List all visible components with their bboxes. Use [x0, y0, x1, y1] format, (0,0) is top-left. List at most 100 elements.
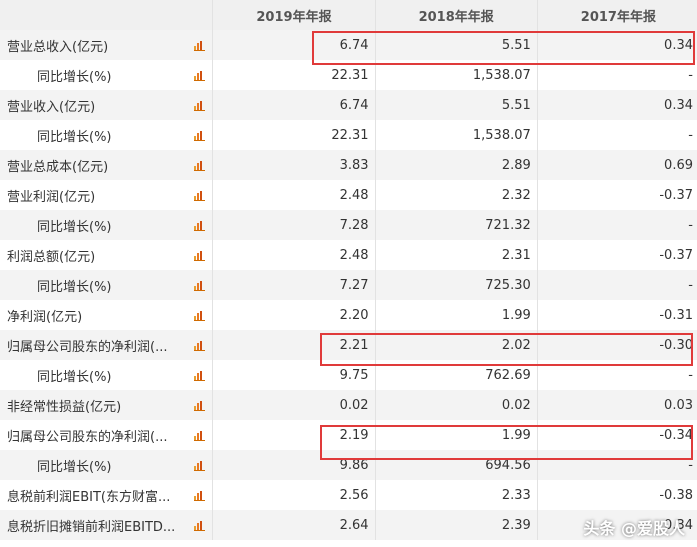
row-label-cell: 息税前利润EBIT(东方财富...: [0, 480, 214, 510]
value-cell: -: [537, 270, 697, 300]
column-header-2019[interactable]: 2019年年报: [212, 0, 376, 30]
value-cell: 0.34: [537, 510, 697, 540]
value-cell: 0.69: [537, 150, 697, 180]
table-row: 利润总额(亿元) 2.48 2.31 -0.37: [0, 240, 697, 270]
value-cell: 22.31: [212, 60, 376, 90]
value-cell: 2.32: [375, 180, 538, 210]
value-cell: 0.34: [537, 30, 697, 60]
value-cell: 1,538.07: [375, 120, 538, 150]
value-cell: -0.31: [537, 300, 697, 330]
value-cell: -0.37: [537, 180, 697, 210]
value-cell: 762.69: [375, 360, 538, 390]
value-cell: 1.99: [375, 300, 538, 330]
value-cell: 0.02: [212, 390, 376, 420]
value-cell: 721.32: [375, 210, 538, 240]
bar-chart-icon[interactable]: [194, 460, 206, 471]
value-cell: 22.31: [212, 120, 376, 150]
value-cell: 1,538.07: [375, 60, 538, 90]
row-label-cell: 同比增长(%): [0, 360, 214, 390]
row-label: 息税折旧摊销前利润EBITD...: [7, 519, 176, 535]
bar-chart-icon[interactable]: [194, 340, 206, 351]
row-label: 利润总额(亿元): [7, 249, 96, 265]
value-cell: 7.28: [212, 210, 376, 240]
row-label: 同比增长(%): [37, 369, 112, 385]
row-label: 营业收入(亿元): [7, 99, 96, 115]
value-cell: 9.86: [212, 450, 376, 480]
value-cell: 7.27: [212, 270, 376, 300]
table-row: 营业总成本(亿元) 3.83 2.89 0.69: [0, 150, 697, 180]
bar-chart-icon[interactable]: [194, 520, 206, 531]
table-row: 净利润(亿元) 2.20 1.99 -0.31: [0, 300, 697, 330]
bar-chart-icon[interactable]: [194, 400, 206, 411]
row-label-cell: 归属母公司股东的净利润(...: [0, 330, 214, 360]
bar-chart-icon[interactable]: [194, 310, 206, 321]
row-label-cell: 营业总收入(亿元): [0, 30, 214, 60]
value-cell: 6.74: [212, 90, 376, 120]
value-cell: -0.38: [537, 480, 697, 510]
table-row: 同比增长(%) 9.86 694.56-: [0, 450, 697, 480]
table-row: 同比增长(%) 22.31 1,538.07-: [0, 60, 697, 90]
row-label-cell: 同比增长(%): [0, 270, 214, 300]
value-cell: -: [537, 60, 697, 90]
value-cell: 725.30: [375, 270, 538, 300]
value-cell: 2.39: [375, 510, 538, 540]
bar-chart-icon[interactable]: [194, 70, 206, 81]
value-cell: 5.51: [375, 30, 538, 60]
row-label-cell: 同比增长(%): [0, 210, 214, 240]
row-label-cell: 同比增长(%): [0, 60, 214, 90]
bar-chart-icon[interactable]: [194, 220, 206, 231]
value-cell: -0.30: [537, 330, 697, 360]
row-label: 营业利润(亿元): [7, 189, 96, 205]
row-label: 营业总收入(亿元): [7, 39, 109, 55]
row-label: 同比增长(%): [37, 459, 112, 475]
value-cell: -: [537, 120, 697, 150]
row-label-cell: 营业收入(亿元): [0, 90, 214, 120]
column-header-2018[interactable]: 2018年年报: [375, 0, 538, 30]
table-row: 同比增长(%) 9.75 762.69-: [0, 360, 697, 390]
value-cell: 0.02: [375, 390, 538, 420]
column-header-2017[interactable]: 2017年年报: [537, 0, 697, 30]
value-cell: 2.19: [212, 420, 376, 450]
row-label-cell: 营业利润(亿元): [0, 180, 214, 210]
row-label: 营业总成本(亿元): [7, 159, 109, 175]
bar-chart-icon[interactable]: [194, 250, 206, 261]
bar-chart-icon[interactable]: [194, 430, 206, 441]
value-cell: 694.56: [375, 450, 538, 480]
table-row: 同比增长(%) 7.27 725.30-: [0, 270, 697, 300]
table-row: 归属母公司股东的净利润(... 2.21 2.02 -0.30: [0, 330, 697, 360]
row-label-cell: 息税折旧摊销前利润EBITD...: [0, 510, 214, 540]
value-cell: 2.02: [375, 330, 538, 360]
row-label-cell: 非经常性损益(亿元): [0, 390, 214, 420]
table-header-row: 2019年年报 2018年年报 2017年年报: [0, 0, 697, 30]
row-label: 净利润(亿元): [7, 309, 83, 325]
value-cell: 2.89: [375, 150, 538, 180]
table-row: 息税折旧摊销前利润EBITD... 2.64 2.39 0.34: [0, 510, 697, 540]
value-cell: -0.37: [537, 240, 697, 270]
bar-chart-icon[interactable]: [194, 370, 206, 381]
table-row: 营业总收入(亿元) 6.74 5.51 0.34: [0, 30, 697, 60]
table-row: 同比增长(%) 22.31 1,538.07-: [0, 120, 697, 150]
bar-chart-icon[interactable]: [194, 100, 206, 111]
row-label: 归属母公司股东的净利润(...: [7, 339, 168, 355]
bar-chart-icon[interactable]: [194, 160, 206, 171]
value-cell: 2.20: [212, 300, 376, 330]
row-label-cell: 利润总额(亿元): [0, 240, 214, 270]
value-cell: -: [537, 210, 697, 240]
bar-chart-icon[interactable]: [194, 40, 206, 51]
row-label: 归属母公司股东的净利润(...: [7, 429, 168, 445]
table-row: 营业利润(亿元) 2.48 2.32 -0.37: [0, 180, 697, 210]
bar-chart-icon[interactable]: [194, 490, 206, 501]
bar-chart-icon[interactable]: [194, 190, 206, 201]
row-label: 同比增长(%): [37, 219, 112, 235]
value-cell: 5.51: [375, 90, 538, 120]
bar-chart-icon[interactable]: [194, 130, 206, 141]
value-cell: -: [537, 360, 697, 390]
row-label: 同比增长(%): [37, 129, 112, 145]
row-label: 息税前利润EBIT(东方财富...: [7, 489, 171, 505]
row-label-cell: 同比增长(%): [0, 120, 214, 150]
row-label: 非经常性损益(亿元): [7, 399, 122, 415]
bar-chart-icon[interactable]: [194, 280, 206, 291]
row-label: 同比增长(%): [37, 279, 112, 295]
table-row: 归属母公司股东的净利润(... 2.19 1.99 -0.34: [0, 420, 697, 450]
